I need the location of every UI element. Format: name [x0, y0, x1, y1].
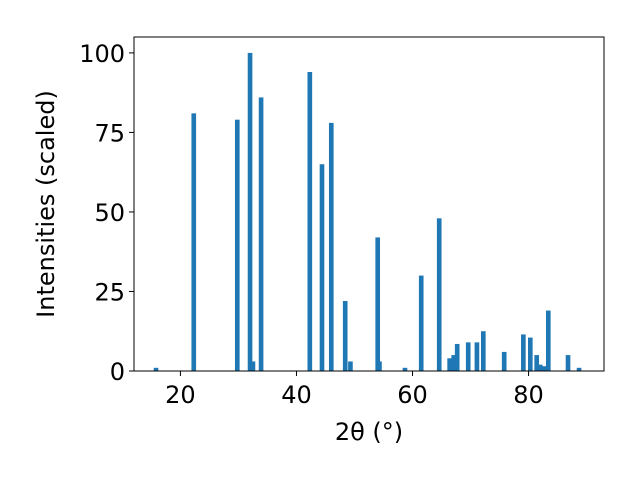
bar	[474, 342, 480, 371]
bar	[153, 367, 159, 371]
bars	[153, 52, 582, 372]
bar	[250, 361, 256, 371]
bar	[521, 334, 526, 371]
x-tick-label: 20	[165, 381, 196, 409]
x-tick-label: 60	[397, 381, 428, 409]
bar	[307, 71, 313, 371]
bar	[565, 355, 571, 371]
bar	[234, 119, 240, 371]
bar	[402, 367, 408, 371]
x-axis-ticks: 20 40 60 80	[165, 371, 544, 409]
bar	[545, 310, 551, 371]
plot-frame	[133, 36, 605, 372]
bar	[576, 367, 582, 371]
bar	[527, 337, 533, 371]
bar	[377, 361, 382, 371]
bar	[328, 122, 334, 371]
bar	[501, 351, 507, 371]
bar	[247, 52, 253, 372]
bar	[191, 113, 197, 371]
bar	[454, 343, 460, 371]
bar	[447, 358, 452, 371]
bar	[534, 355, 540, 371]
x-tick-label: 80	[513, 381, 544, 409]
y-tick-label: 50	[94, 199, 125, 227]
bar	[375, 237, 381, 371]
bar	[537, 364, 543, 371]
bar	[541, 366, 547, 371]
bar	[342, 301, 348, 371]
y-tick-label: 25	[94, 278, 125, 306]
bar	[319, 164, 325, 371]
bar	[258, 97, 264, 371]
bar	[436, 218, 442, 371]
bar	[418, 275, 424, 371]
bar	[465, 342, 471, 371]
y-tick-label: 100	[79, 40, 125, 68]
y-tick-label: 75	[94, 119, 125, 147]
y-axis-ticks: 0 25 50 75 100	[79, 40, 134, 386]
bar	[348, 361, 353, 371]
x-axis-label: 2θ (°)	[335, 418, 403, 446]
y-axis-label: Intensities (scaled)	[32, 90, 60, 318]
bar	[480, 331, 486, 371]
x-tick-label: 40	[281, 381, 312, 409]
y-tick-label: 0	[110, 358, 125, 386]
bar	[451, 355, 457, 371]
